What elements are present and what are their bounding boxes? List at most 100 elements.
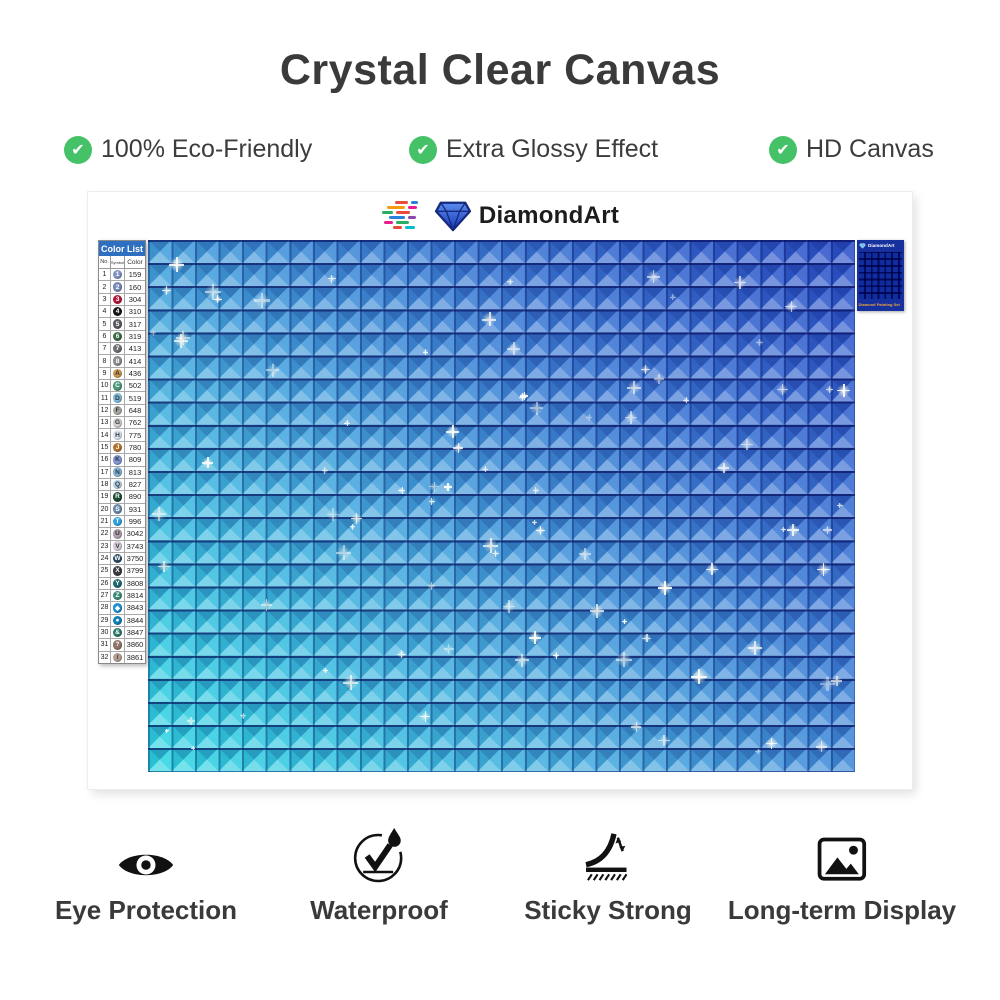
- color-code: 436: [128, 368, 142, 378]
- table-row: 24 W 3750: [99, 552, 145, 566]
- symbol-cell: D: [111, 392, 125, 404]
- feature-label: 100% Eco-Friendly: [101, 135, 313, 163]
- table-row: 5 5 317: [99, 318, 145, 331]
- symbol-cell: C: [111, 380, 125, 392]
- color-dot-icon: A: [112, 368, 123, 379]
- color-dot-icon: Q: [112, 479, 123, 490]
- column-symbol: Symbol: [111, 256, 125, 268]
- sparkle-glint: [705, 563, 718, 576]
- sparkle-glint: [733, 276, 747, 289]
- color-dot-icon: 6: [112, 331, 123, 342]
- color-code: 519: [128, 393, 142, 403]
- color-dot-icon: W: [112, 553, 123, 564]
- sparkle-glint: [164, 728, 169, 733]
- sparkle-glint: [169, 257, 184, 272]
- symbol-cell: &: [111, 626, 125, 639]
- sparkle-glint: [260, 599, 273, 611]
- table-row: 30 & 3847: [99, 626, 145, 640]
- color-code: 3750: [126, 554, 144, 564]
- sparkle-glint: [718, 462, 730, 474]
- sparkle-glint: [150, 329, 157, 336]
- color-dot-icon: 8: [112, 356, 123, 366]
- color-dot-icon: K: [112, 455, 123, 465]
- sparkle-glint: [837, 384, 851, 397]
- sparkle-glint: [780, 526, 786, 532]
- table-row: 10 C 502: [99, 380, 145, 393]
- row-number: 30: [99, 626, 111, 639]
- table-row: 11 D 519: [99, 392, 145, 405]
- sparkle-glint: [627, 380, 642, 395]
- color-code: 931: [128, 504, 142, 514]
- sparkle-glint: [420, 711, 431, 722]
- bottom-feature-label: Waterproof: [310, 895, 448, 925]
- sparkle-glint: [254, 292, 271, 309]
- row-number: 16: [99, 454, 111, 466]
- thumbnail-caption: Diamond Painting Set: [858, 302, 900, 307]
- sparkle-glint: [151, 507, 166, 522]
- color-dot-icon: ◆: [112, 603, 123, 613]
- symbol-cell: /: [111, 651, 125, 663]
- sparkle-glint: [552, 652, 560, 659]
- color-dot-icon: D: [112, 393, 123, 403]
- sparkle-glint: [492, 549, 499, 557]
- color-dot-icon: V: [112, 541, 123, 551]
- row-number: 7: [99, 343, 111, 355]
- feature-label: HD Canvas: [806, 135, 934, 163]
- symbol-cell: J: [111, 441, 125, 454]
- row-number: 6: [99, 330, 111, 343]
- color-code: 3814: [126, 591, 144, 601]
- color-dot-icon: ●: [112, 615, 123, 626]
- color-dot-icon: G: [112, 418, 123, 428]
- row-number: 13: [99, 417, 111, 429]
- column-color: Color: [127, 258, 143, 266]
- color-code: 502: [128, 381, 142, 391]
- symbol-cell: F: [111, 404, 125, 417]
- symbol-cell: A: [111, 367, 125, 380]
- row-number: 11: [99, 392, 111, 404]
- sparkle-glint: [786, 523, 799, 537]
- color-dot-icon: Y: [112, 578, 123, 589]
- sparkle-glint: [819, 676, 835, 692]
- sparkle-glint: [531, 519, 538, 526]
- row-number: 18: [99, 478, 111, 491]
- symbol-cell: S: [111, 503, 125, 515]
- row-number: 25: [99, 565, 111, 577]
- bottom-feature-waterproof: Waterproof: [310, 828, 448, 926]
- sparkle-glint: [335, 545, 351, 561]
- table-row: 23 V 3743: [99, 540, 145, 553]
- color-dot-icon: ?: [112, 640, 123, 650]
- sparkle-glint: [528, 631, 542, 644]
- table-row: 9 A 436: [99, 367, 145, 381]
- sparkle-glint: [642, 633, 652, 643]
- sparkle-glint: [691, 669, 707, 685]
- row-number: 10: [99, 380, 111, 392]
- row-number: 23: [99, 540, 111, 552]
- table-row: 1 1 159: [99, 269, 145, 282]
- color-list-title: Color List: [99, 241, 145, 256]
- table-row: 6 6 319: [99, 330, 145, 344]
- color-code: 3843: [126, 603, 144, 613]
- sparkle-glint: [640, 365, 651, 375]
- table-row: 2 2 160: [99, 281, 145, 294]
- page-title: Crystal Clear Canvas: [279, 46, 721, 94]
- symbol-cell: Y: [111, 577, 125, 589]
- row-number: 15: [99, 441, 111, 454]
- sparkle-glint: [785, 300, 798, 313]
- color-code: 775: [128, 430, 142, 440]
- color-code: 3847: [126, 628, 144, 638]
- sparkle-glint: [427, 581, 436, 590]
- sparkle-glint: [646, 269, 661, 284]
- symbol-cell: G: [111, 417, 125, 429]
- brand-logo: DiamondArt: [88, 197, 912, 235]
- symbol-cell: U: [111, 528, 125, 540]
- bottom-feature-label: Sticky Strong: [524, 895, 692, 925]
- sparkle-glint: [213, 295, 222, 304]
- sparkle-glint: [815, 741, 828, 753]
- row-number: 3: [99, 293, 111, 306]
- sparkle-glint: [836, 502, 843, 509]
- sparkle-glint: [658, 734, 670, 747]
- table-row: 18 Q 827: [99, 478, 145, 492]
- check-icon: ✔: [409, 135, 437, 164]
- sparkle-glint: [482, 466, 489, 472]
